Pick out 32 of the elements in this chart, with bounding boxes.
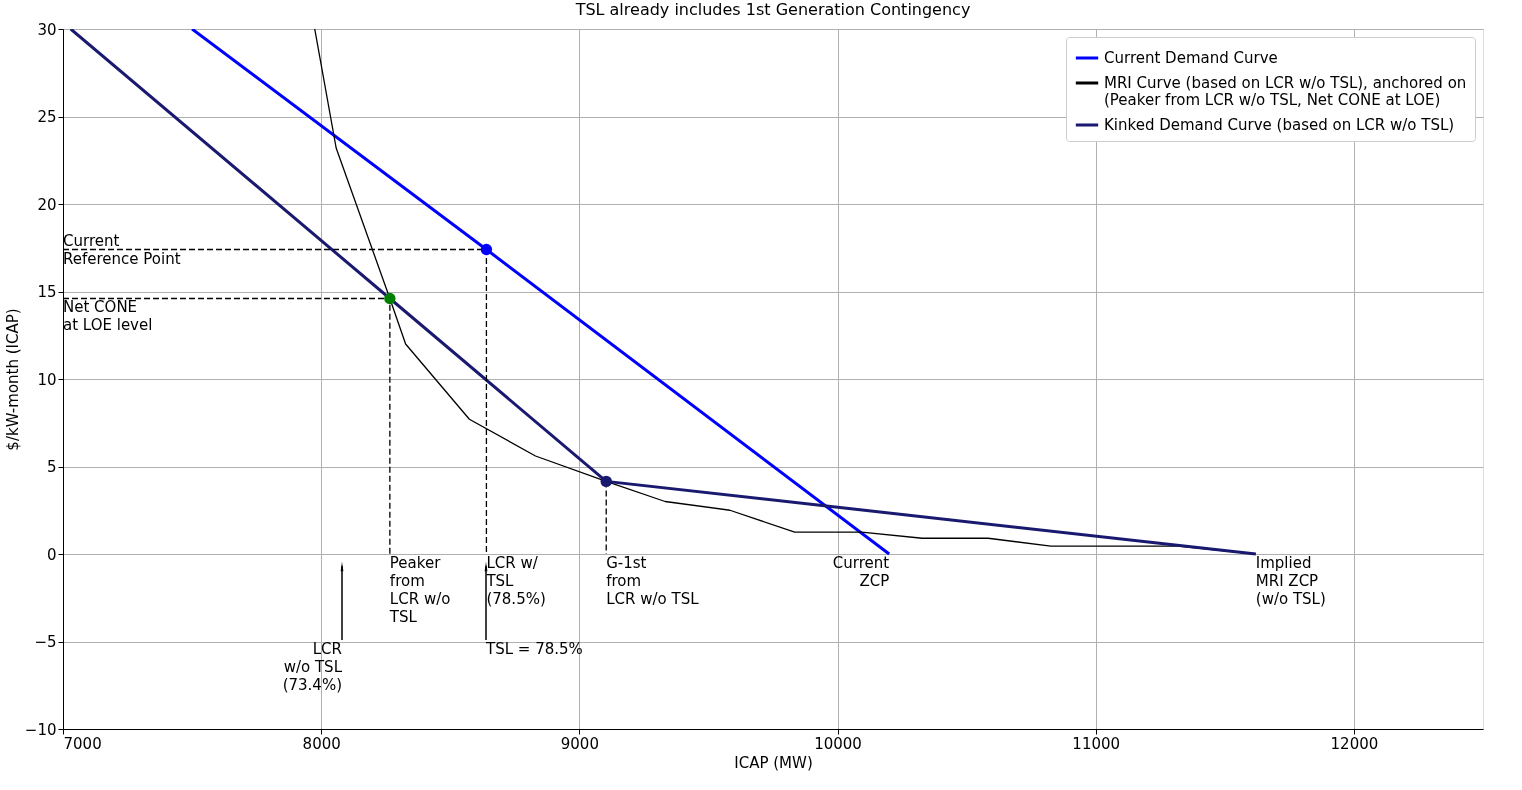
x-tick-label: 10000	[814, 734, 862, 753]
y-tick-label: −5	[34, 633, 57, 651]
annotation: Current Reference Point	[63, 231, 181, 268]
legend-label: Current Demand Curve	[1104, 49, 1278, 67]
y-tick-label: 5	[46, 458, 57, 476]
x-tick-label: 7000	[63, 734, 102, 753]
annotation: Implied MRI ZCP (w/o TSL)	[1255, 554, 1326, 608]
x-tick-label: 12000	[1330, 734, 1379, 753]
legend-label: Kinked Demand Curve (based on LCR w/o TSL)	[1104, 116, 1455, 134]
chart-title: TSL already includes 1st Generation Contingency	[574, 0, 971, 19]
annotation: G-1st from LCR w/o TSL	[606, 554, 700, 608]
y-tick-label: 15	[37, 283, 57, 301]
y-tick-label: −10	[24, 720, 57, 739]
x-axis-title: ICAP (MW)	[734, 753, 813, 772]
x-tick-label: 11000	[1072, 734, 1121, 753]
legend-label: MRI Curve (based on LCR w/o TSL), anchored on (Peaker from LCR w/o TSL, Net CONE at LOE)	[1104, 74, 1467, 109]
y-tick-label: 30	[37, 20, 57, 39]
y-tick-label: 10	[37, 370, 57, 389]
annotation: Peaker from LCR w/o TSL	[388, 554, 451, 626]
point	[480, 243, 493, 256]
point	[384, 292, 396, 305]
y-tick-label: 20	[37, 195, 57, 214]
x-tick-label: 8000	[302, 734, 341, 753]
y-tick-label: 0	[46, 545, 57, 564]
x-tick-label: 9000	[560, 734, 599, 753]
point	[600, 475, 612, 488]
y-axis-title: $/kW-month (ICAP)	[3, 308, 22, 451]
annotation: Current ZCP	[832, 554, 890, 590]
annotation: Net CONE at LOE level	[63, 297, 153, 334]
y-tick-label: 25	[37, 108, 57, 126]
annotation: TSL = 78.5%	[485, 640, 583, 658]
annotation: LCR w/o TSL (73.4%)	[282, 640, 343, 694]
